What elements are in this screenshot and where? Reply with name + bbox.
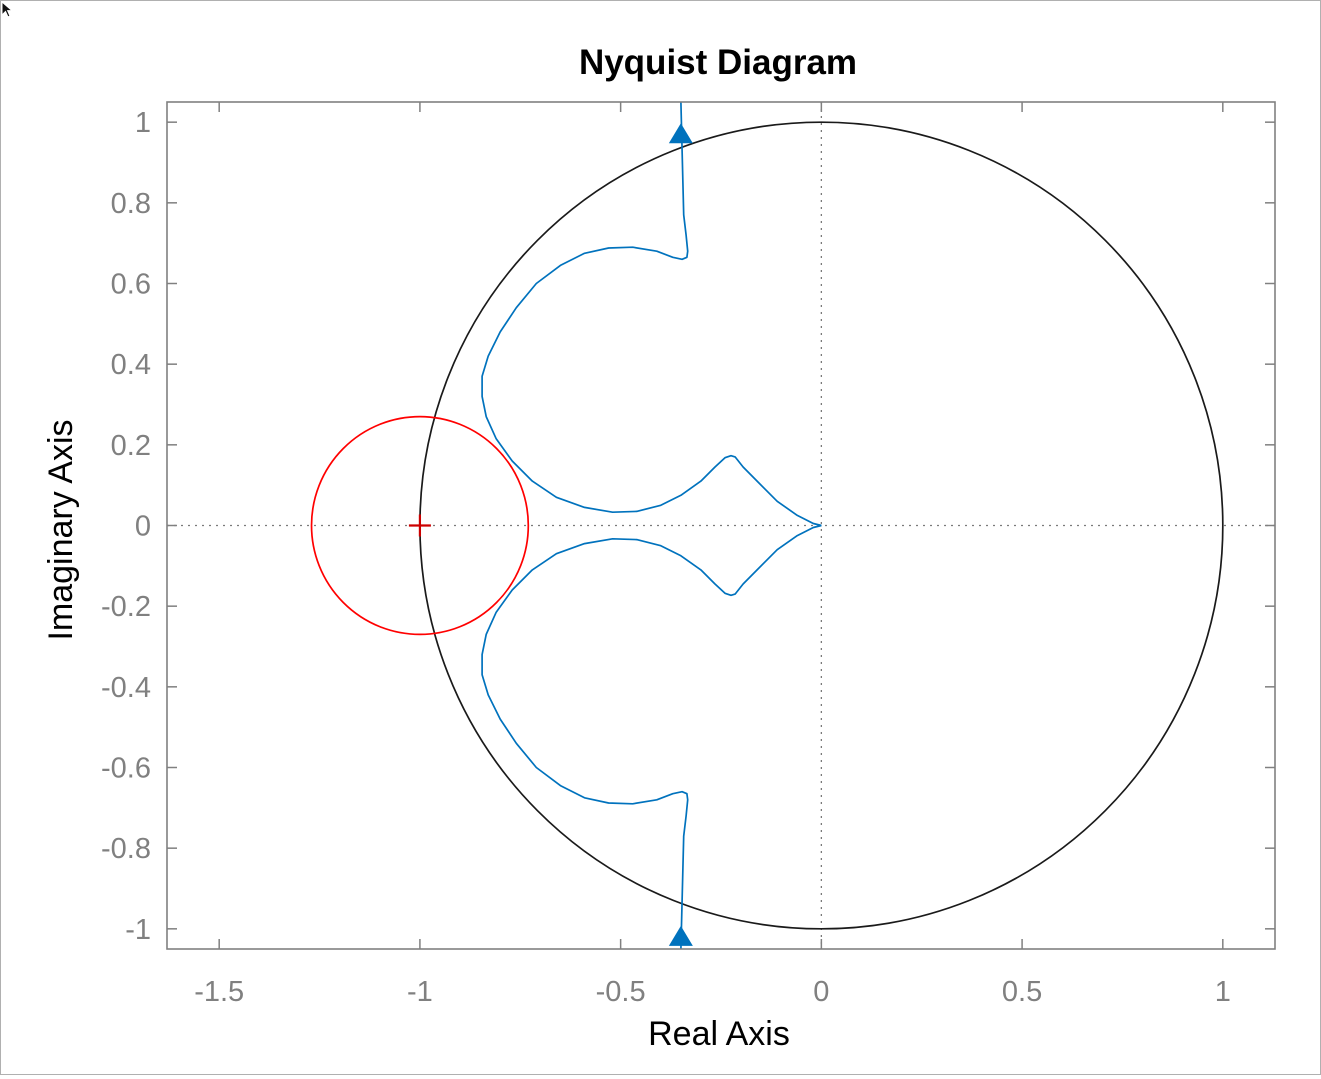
x-tick-label: 0.5	[1002, 976, 1042, 1008]
y-tick-label: 0.6	[111, 269, 151, 301]
y-tick-label: 0	[135, 511, 151, 543]
x-axis-title: Real Axis	[648, 1015, 790, 1053]
y-tick-label: 0.4	[111, 349, 151, 381]
y-tick-label: -0.8	[101, 833, 151, 865]
y-tick-label: 0.2	[111, 430, 151, 462]
x-tick-label: -0.5	[596, 976, 646, 1008]
x-tick-label: 0	[813, 976, 829, 1008]
y-tick-label: -0.6	[101, 753, 151, 785]
x-tick-label: 1	[1215, 976, 1231, 1008]
critical-point-marker	[408, 514, 431, 537]
direction-arrow-2	[668, 925, 693, 946]
x-tick-label: -1.5	[194, 976, 244, 1008]
direction-arrow-1	[668, 123, 693, 144]
nyquist-curve-negative	[481, 524, 822, 949]
critical-circle	[310, 415, 530, 636]
mouse-pointer-icon	[1, 1, 14, 18]
chart-title: Nyquist Diagram	[579, 43, 857, 82]
nyquist-curve-positive	[481, 102, 822, 527]
y-tick-label: 0.8	[111, 188, 151, 220]
x-tick-label: -1	[407, 976, 433, 1008]
y-tick-label: -0.2	[101, 591, 151, 623]
y-tick-label: -0.4	[101, 672, 151, 704]
y-tick-label: -1	[125, 914, 151, 946]
y-axis-title: Imaginary Axis	[42, 419, 80, 640]
y-tick-label: 1	[135, 107, 151, 139]
